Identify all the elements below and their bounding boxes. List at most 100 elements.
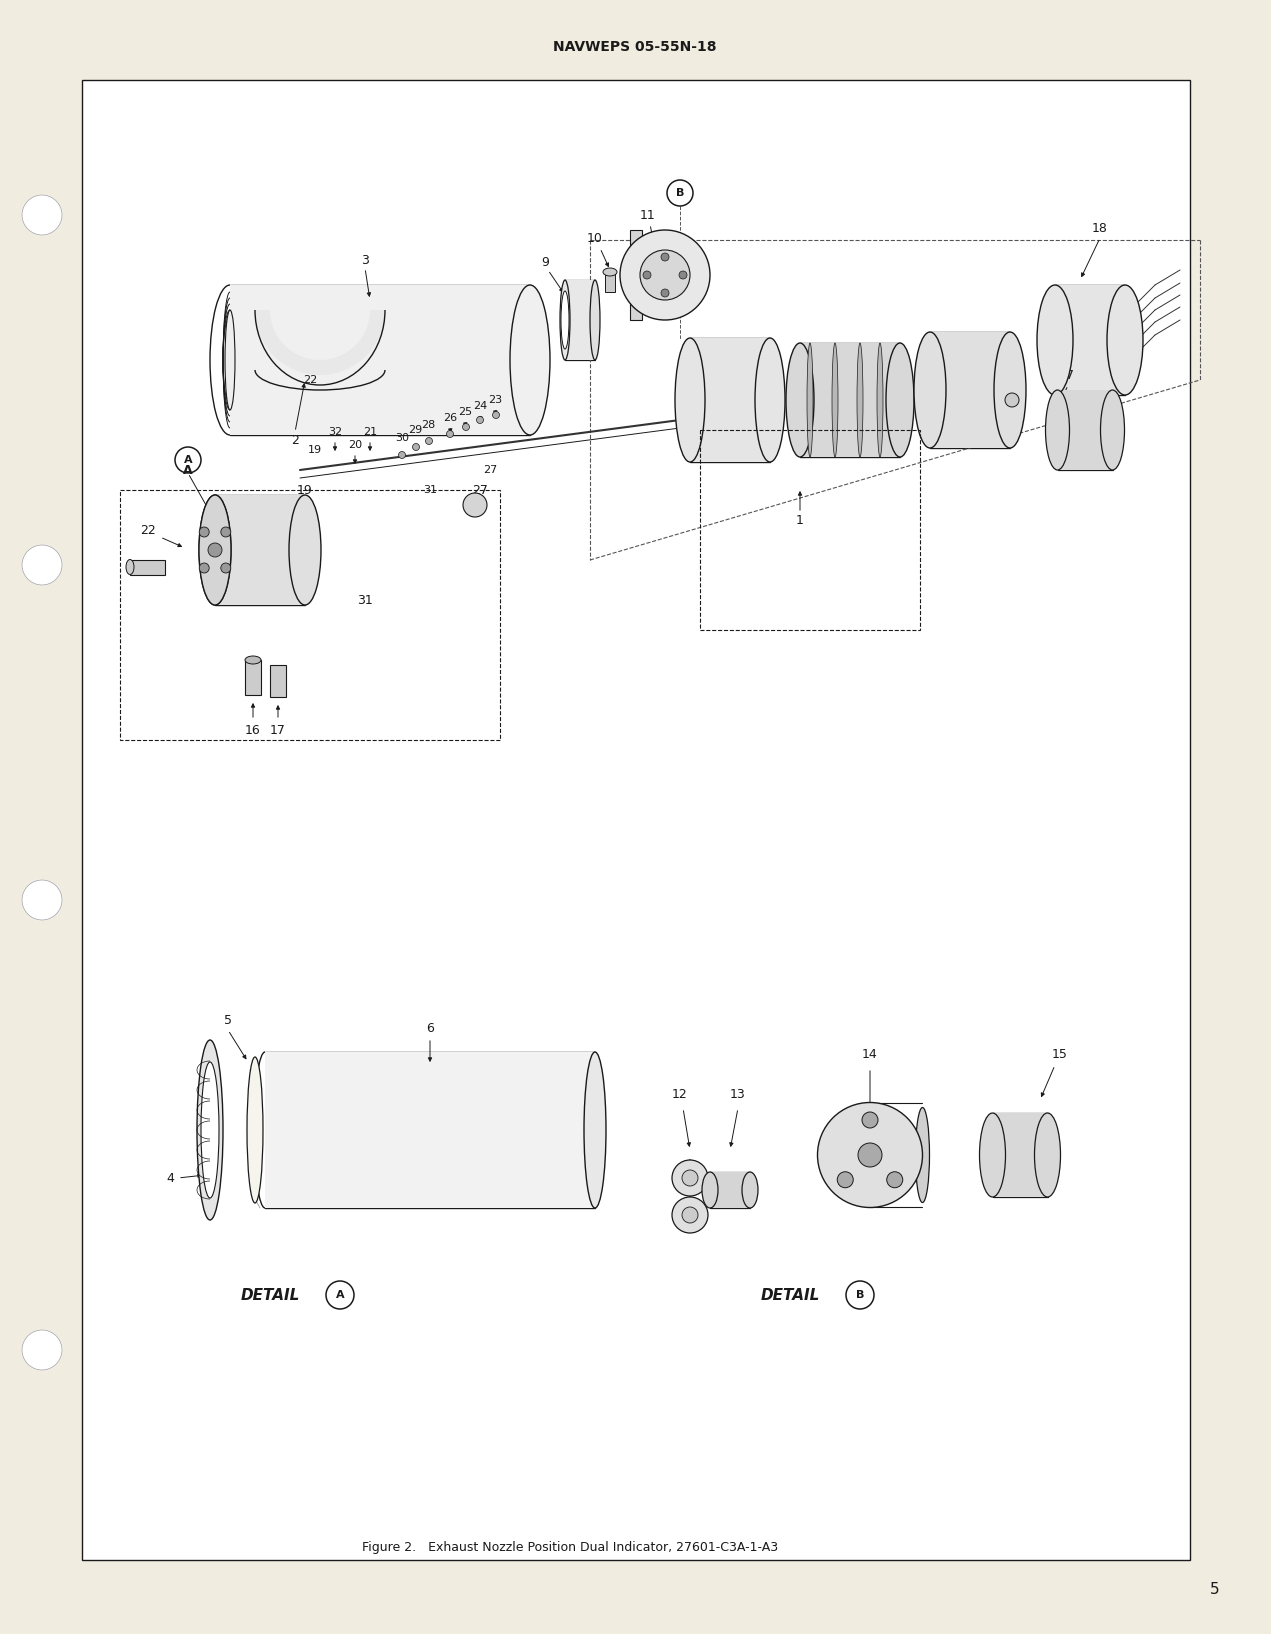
Text: DETAIL: DETAIL <box>760 1288 820 1302</box>
Text: 30: 30 <box>395 433 409 443</box>
Ellipse shape <box>1107 284 1143 395</box>
Ellipse shape <box>886 343 914 458</box>
Text: 29: 29 <box>408 425 422 435</box>
Circle shape <box>643 271 651 279</box>
Bar <box>993 1113 1047 1198</box>
Ellipse shape <box>197 1039 222 1221</box>
Bar <box>710 1172 750 1208</box>
Circle shape <box>679 271 688 279</box>
Ellipse shape <box>200 495 231 605</box>
Ellipse shape <box>914 332 946 448</box>
Ellipse shape <box>289 495 322 605</box>
Bar <box>119 490 500 740</box>
Text: 12: 12 <box>672 1088 688 1101</box>
Circle shape <box>492 412 500 418</box>
Text: Figure 2.   Exhaust Nozzle Position Dual Indicator, 27601-C3A-1-A3: Figure 2. Exhaust Nozzle Position Dual I… <box>362 1541 778 1554</box>
Bar <box>690 338 770 462</box>
Text: 18: 18 <box>1092 222 1108 235</box>
Circle shape <box>463 493 487 516</box>
Bar <box>566 279 595 359</box>
Text: 25: 25 <box>458 407 472 417</box>
Text: DETAIL: DETAIL <box>240 1288 300 1302</box>
Circle shape <box>221 564 231 574</box>
Ellipse shape <box>877 343 883 458</box>
Ellipse shape <box>817 1103 923 1208</box>
Text: 28: 28 <box>421 420 435 430</box>
Ellipse shape <box>620 230 710 320</box>
Text: 3: 3 <box>361 253 369 266</box>
Text: NAVWEPS 05-55N-18: NAVWEPS 05-55N-18 <box>553 39 717 54</box>
Bar <box>630 230 642 320</box>
Ellipse shape <box>247 1057 263 1203</box>
Ellipse shape <box>561 279 569 359</box>
Circle shape <box>683 1208 698 1222</box>
Text: B: B <box>855 1289 864 1301</box>
Ellipse shape <box>641 250 690 301</box>
Text: 15: 15 <box>1052 1049 1068 1062</box>
Circle shape <box>862 1113 878 1127</box>
Circle shape <box>22 194 62 235</box>
Text: A: A <box>336 1289 344 1301</box>
Text: A: A <box>184 454 192 466</box>
Circle shape <box>208 542 222 557</box>
Bar <box>799 343 900 458</box>
Circle shape <box>22 546 62 585</box>
Ellipse shape <box>702 1172 718 1208</box>
Circle shape <box>22 881 62 920</box>
Text: 22: 22 <box>140 523 156 536</box>
Ellipse shape <box>225 310 235 410</box>
Ellipse shape <box>200 495 231 605</box>
Circle shape <box>683 1170 698 1186</box>
Text: 5: 5 <box>224 1013 233 1026</box>
Ellipse shape <box>126 559 133 575</box>
Ellipse shape <box>1046 391 1069 471</box>
Text: 11: 11 <box>641 209 656 222</box>
Text: 17: 17 <box>269 724 286 737</box>
Ellipse shape <box>201 1062 219 1198</box>
Text: 22: 22 <box>302 374 318 386</box>
Text: 27: 27 <box>472 484 488 497</box>
Circle shape <box>661 253 669 261</box>
Bar <box>269 665 286 698</box>
Ellipse shape <box>583 1052 606 1208</box>
Circle shape <box>858 1144 882 1167</box>
Text: 10: 10 <box>587 232 602 245</box>
Circle shape <box>1005 394 1019 407</box>
Ellipse shape <box>602 268 616 276</box>
Text: 24: 24 <box>473 400 487 412</box>
Ellipse shape <box>833 343 838 458</box>
Text: 26: 26 <box>442 413 458 423</box>
Text: 9: 9 <box>541 255 549 268</box>
Text: B: B <box>676 188 684 198</box>
Ellipse shape <box>807 343 813 458</box>
Ellipse shape <box>561 291 569 350</box>
Ellipse shape <box>1035 1113 1060 1198</box>
Circle shape <box>838 1172 853 1188</box>
Bar <box>130 560 165 575</box>
Circle shape <box>426 438 432 444</box>
Circle shape <box>399 451 405 459</box>
Ellipse shape <box>1101 391 1125 471</box>
Circle shape <box>200 564 210 574</box>
Circle shape <box>477 417 483 423</box>
Ellipse shape <box>590 279 600 359</box>
Ellipse shape <box>857 343 863 458</box>
Circle shape <box>463 423 469 430</box>
Circle shape <box>661 289 669 297</box>
Circle shape <box>672 1198 708 1234</box>
Ellipse shape <box>785 343 813 458</box>
Bar <box>930 332 1010 448</box>
Text: 32: 32 <box>328 426 342 436</box>
Ellipse shape <box>755 338 785 462</box>
Ellipse shape <box>980 1113 1005 1198</box>
Text: 2: 2 <box>291 433 299 446</box>
Ellipse shape <box>675 338 705 462</box>
Bar <box>215 495 305 605</box>
Bar <box>1055 284 1125 395</box>
Bar <box>264 1052 595 1208</box>
Text: 31: 31 <box>423 485 437 495</box>
Text: 23: 23 <box>488 395 502 405</box>
Bar <box>245 660 261 694</box>
Circle shape <box>413 443 419 451</box>
Text: 8: 8 <box>1008 348 1016 361</box>
